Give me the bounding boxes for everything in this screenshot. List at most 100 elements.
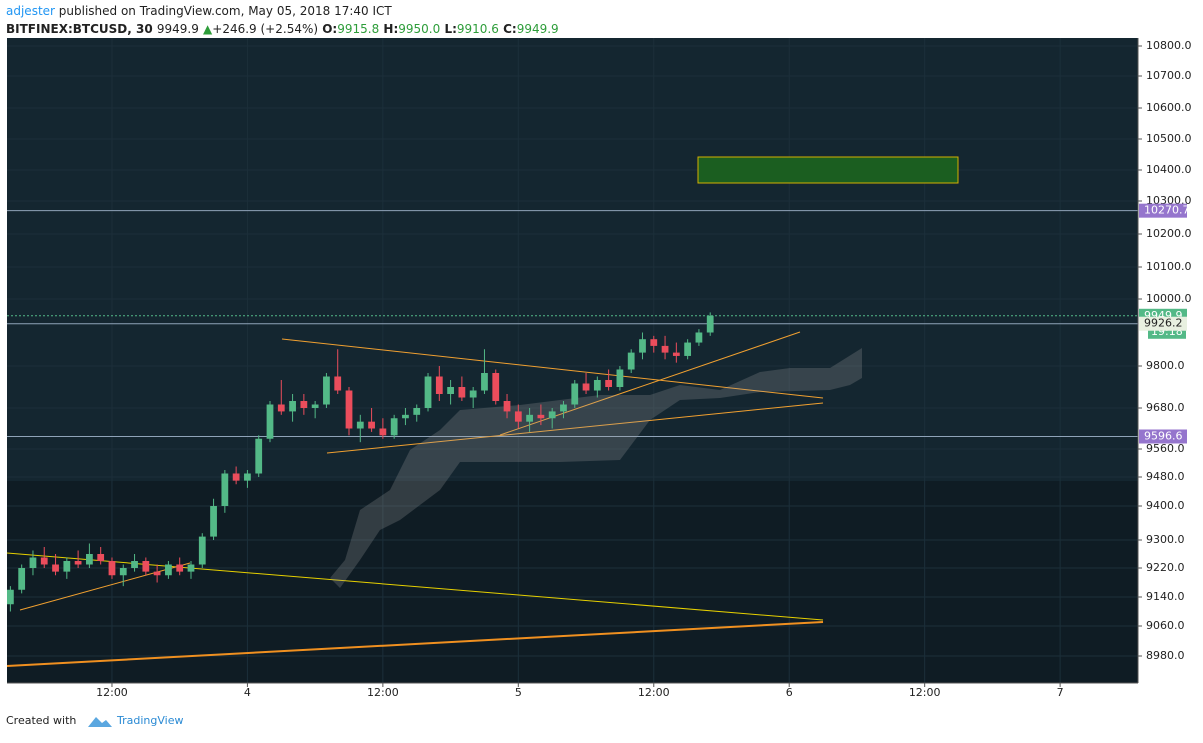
candle-body	[706, 315, 714, 333]
candle-body	[176, 564, 184, 572]
candle-body	[345, 390, 353, 429]
published: published on TradingView.com, May 05, 20…	[55, 4, 392, 18]
trend-line	[6, 621, 824, 667]
candle-body	[277, 404, 285, 412]
x-tick-label: 6	[786, 686, 793, 699]
y-tick-label: 9400.0	[1146, 499, 1185, 512]
candle-body	[86, 554, 93, 565]
candle-body	[435, 376, 443, 394]
x-tick-label: 7	[1057, 686, 1064, 699]
candle-body	[255, 438, 263, 474]
y-tick-label: 10500.0	[1146, 132, 1192, 145]
candle-body	[63, 561, 71, 572]
y-tick-label: 9480.0	[1146, 470, 1185, 483]
candle-body	[7, 589, 14, 605]
candle-body	[334, 376, 342, 391]
h-label: H:	[383, 22, 398, 36]
x-tick-label: 12:00	[909, 686, 941, 699]
candle-body	[593, 380, 601, 391]
open: 9915.8	[337, 22, 379, 36]
price-tag	[1139, 203, 1187, 218]
candle-body	[244, 473, 251, 481]
candle-body	[672, 352, 680, 356]
candle-body	[605, 380, 613, 387]
candle-body	[458, 387, 466, 398]
footer-created: Created with	[6, 714, 76, 727]
candle-body	[311, 404, 319, 408]
y-tick-label: 9140.0	[1146, 590, 1185, 603]
o-label: O:	[322, 22, 337, 36]
candle-body	[210, 506, 217, 537]
x-tick-label: 4	[244, 686, 251, 699]
y-tick-label: 9300.0	[1146, 533, 1185, 546]
candle-body	[142, 561, 150, 572]
y-tick-label: 9060.0	[1146, 619, 1185, 632]
change: +246.9 (+2.54%)	[212, 22, 318, 36]
l-label: L:	[444, 22, 456, 36]
high: 9950.0	[398, 22, 440, 36]
candle-body	[492, 373, 500, 401]
candle-body	[74, 561, 82, 565]
candle-body	[639, 339, 646, 353]
candle-body	[560, 404, 567, 412]
candle-body	[447, 387, 454, 394]
y-tick-label: 10800.0	[1146, 39, 1192, 52]
price-tag	[1139, 316, 1187, 331]
candle-body	[413, 408, 421, 415]
x-tick-label: 12:00	[96, 686, 128, 699]
candle-body	[390, 418, 398, 436]
candle-body	[695, 332, 703, 343]
c-label: C:	[503, 22, 517, 36]
candle-body	[52, 564, 59, 572]
y-tick-label: 10200.0	[1146, 227, 1192, 240]
candle-body	[300, 401, 308, 408]
candle-body	[221, 473, 229, 506]
candle-body	[503, 401, 511, 412]
arrow: ▲	[203, 22, 213, 36]
candle-body	[514, 411, 522, 422]
trend-line	[19, 562, 191, 611]
last: 9949.9	[157, 22, 199, 36]
symbol: BITFINEX:BTCUSD, 30	[6, 22, 153, 36]
trend-line	[326, 402, 824, 454]
candle-body	[289, 401, 296, 412]
y-tick-label: 10700.0	[1146, 69, 1192, 82]
candle-body	[402, 414, 409, 419]
candle-body	[650, 339, 658, 346]
candle-body	[684, 342, 692, 356]
y-tick-label: 8980.0	[1146, 649, 1185, 662]
y-tick-label: 10400.0	[1146, 163, 1192, 176]
price-tag	[1139, 429, 1187, 444]
candle-body	[232, 473, 240, 481]
candle-body	[198, 536, 206, 565]
y-tick-label: 10600.0	[1146, 101, 1192, 114]
candle-body	[424, 376, 432, 408]
target-box	[697, 156, 959, 184]
candle-body	[165, 564, 172, 576]
trend-line	[281, 338, 824, 399]
candle-body	[537, 414, 545, 419]
footer-brand[interactable]: TradingView	[116, 714, 183, 727]
candle-body	[153, 571, 161, 576]
candle-body	[323, 376, 330, 405]
axes: 10800.010700.010600.010500.010400.010300…	[96, 39, 1191, 699]
candle-body	[29, 557, 37, 568]
x-tick-label: 5	[515, 686, 522, 699]
plot-band	[7, 38, 1138, 481]
y-tick-label: 9220.0	[1146, 561, 1185, 574]
close: 9949.9	[517, 22, 559, 36]
candle-body	[356, 421, 364, 429]
y-tick-label: 9800.0	[1146, 359, 1185, 372]
candle-body	[661, 345, 669, 353]
candle-body	[40, 557, 48, 565]
symbol-line: BITFINEX:BTCUSD, 30 9949.9 ▲+246.9 (+2.5…	[6, 22, 559, 36]
x-tick-label: 12:00	[367, 686, 399, 699]
price-axis	[1138, 38, 1203, 683]
tv-logo	[88, 717, 112, 727]
low: 9910.6	[457, 22, 499, 36]
candle-body	[616, 369, 624, 387]
candle-body	[526, 414, 533, 422]
y-tick-label: 10100.0	[1146, 260, 1192, 273]
